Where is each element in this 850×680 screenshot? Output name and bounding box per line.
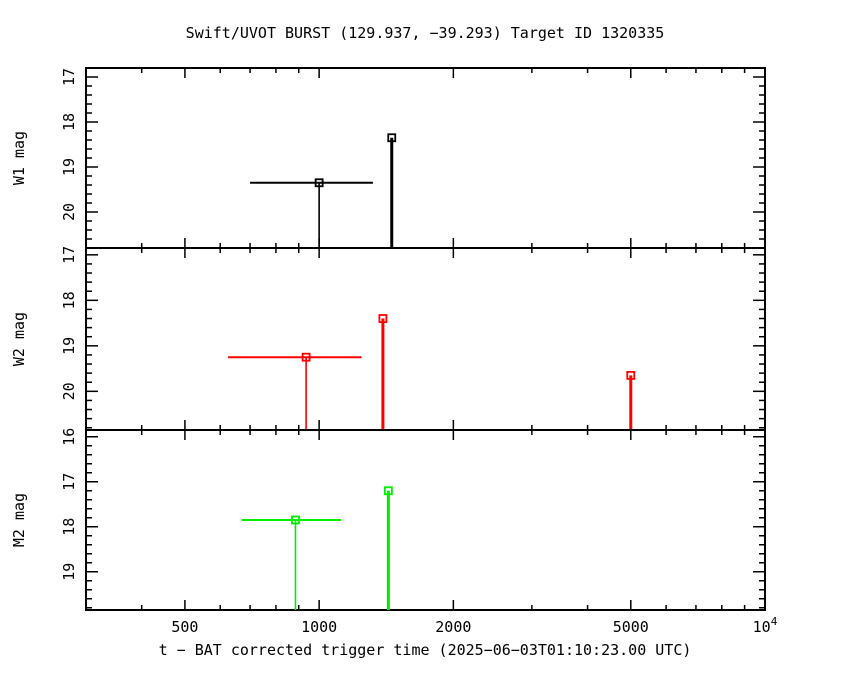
- y-tick-label: 19: [60, 158, 78, 176]
- panel-w2: 17 18 19 20 W2 mag: [10, 246, 766, 431]
- y-tick-label: 16: [60, 428, 78, 446]
- data-point: [378, 314, 388, 430]
- y-tick-label: 20: [60, 203, 78, 221]
- panel-m2: 16 17 18 19 M2 mag: [10, 428, 766, 611]
- point-marker: [383, 486, 393, 496]
- x-tick-exponent: 4: [771, 615, 778, 628]
- data-point: [228, 352, 362, 430]
- x-tick-label: 1000: [301, 618, 337, 636]
- data-point: [250, 178, 373, 248]
- y-tick-label: 20: [60, 382, 78, 400]
- x-tick-label: 500: [171, 618, 198, 636]
- y-tick-label: 17: [60, 68, 78, 86]
- chart-title: Swift/UVOT BURST (129.937, −39.293) Targ…: [186, 24, 665, 42]
- y-tick-label: 18: [60, 518, 78, 536]
- point-marker: [387, 133, 397, 143]
- y-tick-label: 18: [60, 113, 78, 131]
- y-tick-label: 17: [60, 246, 78, 264]
- y-tick-label: 17: [60, 473, 78, 491]
- x-tick-label: 5000: [613, 618, 649, 636]
- x-tick-label: 104: [753, 615, 778, 636]
- data-point: [626, 370, 636, 430]
- panel-frame: [85, 429, 766, 611]
- data-point: [387, 133, 397, 248]
- y-axis-label: W1 mag: [10, 131, 28, 185]
- data-point: [241, 515, 342, 610]
- panel-frame: [85, 67, 766, 249]
- x-axis-label: t − BAT corrected trigger time (2025−06−…: [159, 641, 692, 659]
- point-marker: [626, 370, 636, 380]
- point-marker: [314, 178, 324, 188]
- y-tick-label: 19: [60, 337, 78, 355]
- y-axis-label: W2 mag: [10, 312, 28, 366]
- point-marker: [291, 515, 300, 525]
- y-tick-label: 19: [60, 563, 78, 581]
- y-tick-label: 18: [60, 291, 78, 309]
- x-tick-labels: 500 1000 2000 5000 104: [171, 615, 777, 636]
- y-axis-label: M2 mag: [10, 493, 28, 547]
- x-tick-label: 2000: [435, 618, 471, 636]
- data-point: [383, 486, 393, 610]
- point-marker: [378, 314, 388, 323]
- point-marker: [301, 352, 311, 362]
- panel-frame: [85, 247, 766, 431]
- panel-w1: 17 18 19 20 W1 mag: [10, 67, 766, 249]
